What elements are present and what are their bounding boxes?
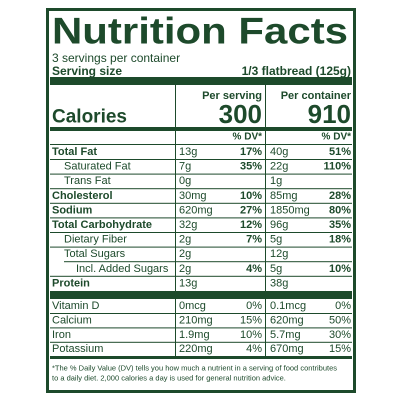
- label-border: [46, 8, 356, 393]
- amount: 1850mg: [270, 204, 310, 216]
- rule: [50, 313, 352, 314]
- rule: [50, 188, 352, 190]
- amount: 670mg: [270, 343, 304, 355]
- dv-header: % DV*: [233, 132, 263, 143]
- nutrient-name: Iron: [52, 329, 71, 341]
- rule: [50, 202, 352, 204]
- daily-value: 4%: [246, 263, 262, 275]
- daily-value: 30%: [329, 329, 351, 341]
- amount: 0mcg: [179, 300, 206, 312]
- amount: 2g: [179, 263, 191, 275]
- amount: 1.9mg: [179, 329, 210, 341]
- amount: 13g: [179, 146, 197, 158]
- daily-value: 51%: [329, 146, 351, 158]
- daily-value: 15%: [329, 343, 351, 355]
- amount: 32g: [179, 219, 197, 231]
- footnote: *The % Daily Value (DV) tells you how mu…: [52, 364, 337, 373]
- amount: 0g: [179, 175, 191, 187]
- nutrient-name: Calcium: [52, 314, 92, 326]
- column-header: Per serving: [202, 90, 262, 102]
- amount: 38g: [270, 277, 288, 289]
- rule: [50, 327, 352, 329]
- daily-value: 27%: [240, 204, 262, 216]
- rule: [50, 246, 352, 248]
- rule: [64, 261, 352, 263]
- servings: 3 servings per container: [52, 51, 180, 65]
- rule: [50, 341, 352, 343]
- daily-value: 50%: [329, 314, 351, 326]
- title: Nutrition Facts: [52, 11, 348, 52]
- nutrient-name: Potassium: [52, 343, 103, 355]
- amount: 30mg: [179, 190, 207, 202]
- nutrient-name: Protein: [52, 277, 90, 289]
- dv-header: % DV*: [322, 132, 352, 143]
- amount: 2g: [179, 248, 191, 260]
- calories-label: Calories: [52, 107, 127, 128]
- daily-value: 0%: [246, 300, 262, 312]
- amount: 5g: [270, 234, 282, 246]
- rule: [50, 356, 352, 359]
- rule: [50, 173, 352, 175]
- amount: 220mg: [179, 343, 213, 355]
- nutrient-name: Total Carbohydrate: [52, 219, 152, 231]
- rule: [50, 159, 352, 160]
- amount: 22g: [270, 161, 288, 173]
- amount: 5g: [270, 263, 282, 275]
- rule: [50, 77, 352, 85]
- daily-value: 18%: [329, 234, 351, 246]
- amount: 620mg: [179, 204, 213, 216]
- nutrient-name: Vitamin D: [52, 300, 100, 312]
- serving-size-value: 1/3 flatbread (125g): [242, 64, 351, 78]
- footnote: to a daily diet. 2,000 calories a day is…: [52, 374, 286, 383]
- amount: 0.1mcg: [270, 300, 306, 312]
- daily-value: 10%: [240, 329, 262, 341]
- daily-value: 17%: [240, 146, 262, 158]
- amount: 7g: [179, 161, 191, 173]
- nutrient-name: Total Sugars: [64, 248, 126, 260]
- daily-value: 35%: [329, 219, 351, 231]
- daily-value: 110%: [323, 161, 351, 173]
- nutrient-name: Total Fat: [52, 146, 97, 158]
- amount: 85mg: [270, 190, 298, 202]
- rule: [50, 127, 352, 131]
- rule: [50, 232, 352, 233]
- calories-value: 910: [308, 99, 351, 129]
- amount: 620mg: [270, 314, 304, 326]
- daily-value: 7%: [246, 234, 262, 246]
- daily-value: 0%: [335, 300, 351, 312]
- daily-value: 12%: [240, 219, 262, 231]
- rule: [50, 217, 352, 219]
- daily-value: 28%: [329, 190, 351, 202]
- serving-size-label: Serving size: [52, 64, 122, 78]
- daily-value: 15%: [240, 314, 262, 326]
- daily-value: 80%: [329, 204, 351, 216]
- amount: 2g: [179, 234, 191, 246]
- amount: 210mg: [179, 314, 213, 326]
- daily-value: 10%: [329, 263, 351, 275]
- rule: [50, 275, 352, 277]
- daily-value: 35%: [240, 161, 262, 173]
- nutrient-name: Saturated Fat: [64, 161, 131, 173]
- amount: 96g: [270, 219, 288, 231]
- amount: 13g: [179, 277, 197, 289]
- nutrient-name: Dietary Fiber: [64, 234, 127, 246]
- nutrient-name: Cholesterol: [52, 190, 113, 202]
- daily-value: 4%: [246, 343, 262, 355]
- amount: 1g: [270, 175, 282, 187]
- amount: 40g: [270, 146, 288, 158]
- rule: [50, 291, 352, 299]
- amount: 5.7mg: [270, 329, 301, 341]
- daily-value: 10%: [240, 190, 262, 202]
- nutrient-name: Incl. Added Sugars: [76, 263, 169, 275]
- column-header: Per container: [281, 90, 352, 102]
- nutrient-name: Trans Fat: [64, 175, 111, 187]
- rule: [50, 144, 352, 145]
- nutrient-name: Sodium: [52, 204, 93, 216]
- calories-value: 300: [219, 99, 262, 129]
- amount: 12g: [270, 248, 288, 260]
